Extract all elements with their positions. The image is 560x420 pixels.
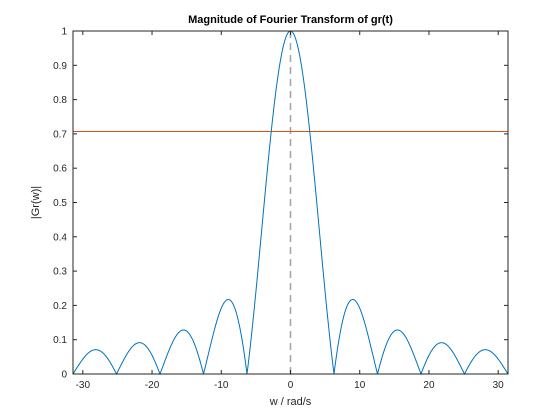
x-axis-label: w / rad/s	[269, 396, 312, 408]
ticks-layer: -30 -20 -10 0 10 20 30 0 0.1 0.2 0.3 0.4 0.5 0.6 0.7 0.…	[53, 27, 508, 391]
y-tick-label: 0.4	[53, 232, 67, 243]
y-tick-label: 0.6	[53, 164, 67, 175]
chart-title: Magnitude of Fourier Transform of gr(t)	[188, 14, 393, 26]
y-tick-label: 0.7	[53, 129, 67, 140]
y-tick-label: 0.8	[53, 95, 67, 106]
x-tick-label: 30	[493, 380, 505, 391]
x-tick-label: 0	[288, 380, 294, 391]
y-tick-label: 0.9	[53, 61, 67, 72]
y-tick-label: 0.2	[53, 301, 67, 312]
x-tick-label: -20	[145, 380, 160, 391]
x-tick-label: 20	[423, 380, 435, 391]
y-axis-label: |Gr(w)|	[30, 186, 42, 219]
x-tick-label: -10	[214, 380, 229, 391]
x-tick-label: 10	[354, 380, 366, 391]
y-tick-label: 1	[61, 27, 67, 38]
y-tick-label: 0.1	[53, 335, 67, 346]
y-tick-label: 0.5	[53, 198, 67, 209]
y-tick-label: 0	[61, 370, 67, 381]
y-tick-label: 0.3	[53, 267, 67, 278]
x-tick-label: -30	[76, 380, 91, 391]
